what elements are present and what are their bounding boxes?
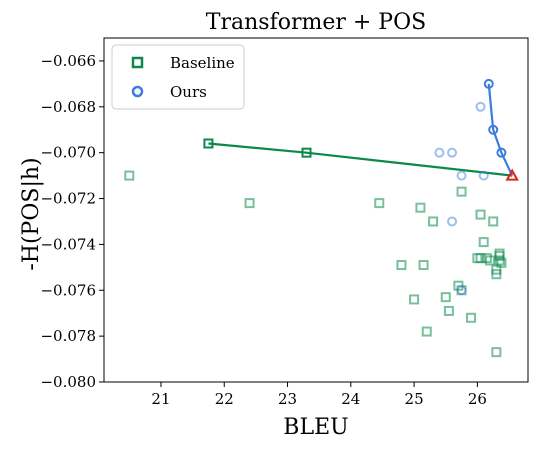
legend-baseline-label: Baseline	[170, 54, 235, 72]
chart-title: Transformer + POS	[206, 10, 426, 35]
ours-point	[456, 285, 467, 296]
baseline-point	[418, 260, 429, 271]
baseline-point	[244, 198, 255, 209]
ours-frontier-point	[488, 124, 499, 135]
baseline-point	[409, 294, 420, 305]
baseline-point	[443, 305, 454, 316]
ours-point	[478, 170, 489, 181]
y-tick-label: −0.076	[40, 281, 96, 299]
baseline-frontier-line	[208, 142, 513, 177]
y-tick-label: −0.072	[40, 190, 96, 208]
y-tick-label: −0.078	[40, 327, 96, 345]
x-axis-label: BLEU	[283, 415, 348, 440]
legend-ours-label: Ours	[170, 83, 207, 101]
ours-point	[456, 170, 467, 181]
baseline-point	[428, 216, 439, 227]
y-tick-label: −0.080	[40, 373, 96, 391]
baseline-point	[491, 347, 502, 358]
x-tick-label: 26	[468, 390, 487, 408]
x-tick-label: 23	[278, 390, 297, 408]
y-axis-label: -H(POS|h)	[19, 157, 44, 270]
ours-frontier-layer	[483, 78, 514, 177]
baseline-point	[415, 202, 426, 213]
x-tick-label: 21	[151, 390, 170, 408]
baseline-point	[475, 253, 486, 264]
baseline-point	[496, 257, 507, 268]
baseline-point	[396, 260, 407, 271]
baseline-point	[485, 255, 496, 266]
baseline-point	[421, 326, 432, 337]
highlight-triangle-point	[505, 168, 519, 181]
ours-frontier-line	[487, 83, 514, 177]
baseline-point	[491, 269, 502, 280]
legend: Baseline Ours	[111, 44, 245, 110]
ours-point	[475, 101, 486, 112]
baseline-point	[488, 216, 499, 227]
baseline-points-layer	[124, 170, 507, 358]
baseline-point	[374, 198, 385, 209]
baseline-point	[124, 170, 135, 181]
legend-box	[111, 44, 245, 110]
baseline-point	[456, 186, 467, 197]
x-tick-label: 24	[341, 390, 360, 408]
legend-baseline-marker	[131, 56, 144, 69]
ours-point	[434, 147, 445, 158]
highlight-layer	[505, 168, 519, 181]
baseline-point	[466, 312, 477, 323]
plot-area	[103, 37, 529, 383]
plot-frame	[103, 37, 529, 383]
axis-ticks: 21 22 23 24 25 26 −0.080 −0.078 −0.076 −0.074 −0.0…	[40, 52, 486, 408]
ours-points-layer	[434, 101, 489, 296]
ours-frontier-point	[483, 78, 494, 89]
legend-ours-marker	[131, 85, 144, 98]
ours-point	[447, 216, 458, 227]
baseline-frontier-point	[203, 138, 214, 149]
y-tick-label: −0.070	[40, 144, 96, 162]
x-tick-label: 25	[405, 390, 424, 408]
y-tick-label: −0.068	[40, 98, 96, 116]
x-tick-label: 22	[215, 390, 234, 408]
baseline-frontier-layer	[203, 138, 513, 177]
baseline-point	[478, 237, 489, 248]
y-tick-label: −0.066	[40, 52, 96, 70]
y-tick-label: −0.074	[40, 235, 96, 253]
baseline-point	[494, 255, 505, 266]
baseline-point	[440, 292, 451, 303]
ours-point	[447, 147, 458, 158]
ours-frontier-point	[496, 147, 507, 158]
baseline-frontier-point	[301, 147, 312, 158]
baseline-point	[475, 209, 486, 220]
